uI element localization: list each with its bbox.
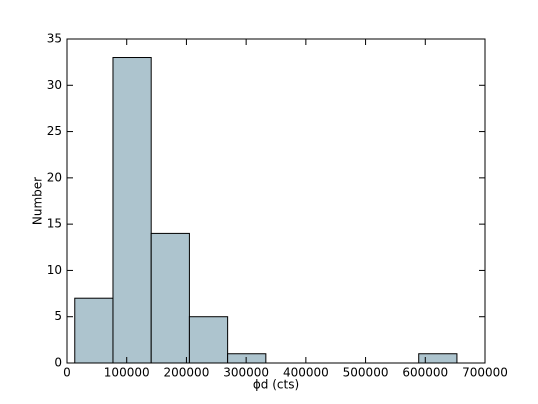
x-tick-label: 700000: [462, 366, 508, 380]
x-axis-label: ϕd (cts): [253, 378, 299, 392]
y-tick-label: 10: [47, 263, 62, 277]
y-tick-label: 20: [47, 170, 62, 184]
x-tick-label: 600000: [402, 366, 448, 380]
bar: [74, 297, 114, 364]
y-tick-label: 30: [47, 78, 62, 92]
x-tick-label: 100000: [104, 366, 150, 380]
y-tick-label: 35: [47, 32, 62, 46]
x-tick-label: 300000: [223, 366, 269, 380]
y-tick-label: 15: [47, 217, 62, 231]
bar: [150, 232, 190, 364]
x-tick-label: 400000: [283, 366, 329, 380]
bar: [418, 353, 458, 364]
bar: [188, 316, 229, 364]
bar: [227, 353, 267, 364]
x-tick-label: 500000: [343, 366, 389, 380]
y-tick-label: 5: [54, 309, 62, 323]
x-tick-label: 200000: [164, 366, 210, 380]
x-tick-label: 0: [63, 366, 71, 380]
y-tick-label: 25: [47, 124, 62, 138]
y-axis-label: Number: [31, 177, 45, 225]
bar: [112, 57, 152, 364]
y-tick-label: 0: [54, 356, 62, 370]
plot-frame: [66, 38, 486, 364]
